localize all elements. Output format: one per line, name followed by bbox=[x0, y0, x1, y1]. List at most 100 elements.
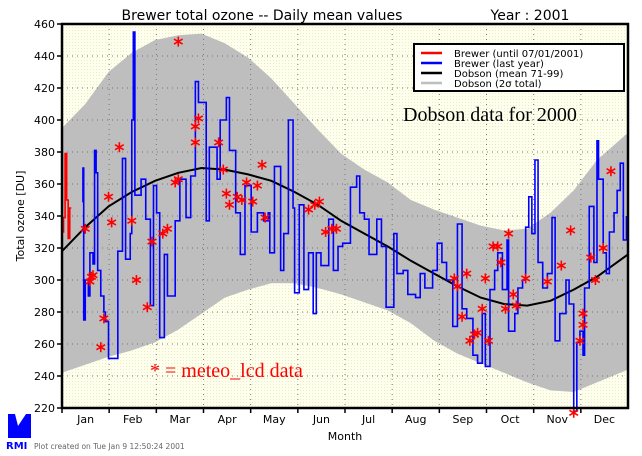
star-stroke bbox=[190, 139, 201, 146]
meteo-point bbox=[303, 204, 314, 215]
y-axis-label: Total ozone [DU] bbox=[14, 171, 27, 263]
meteo-point bbox=[542, 276, 553, 287]
chart-title: Brewer total ozone -- Daily mean values bbox=[122, 8, 403, 24]
star-stroke bbox=[190, 123, 201, 130]
rmi-logo-icon bbox=[8, 414, 31, 438]
meteo-point bbox=[158, 228, 168, 239]
star-stroke bbox=[606, 168, 616, 175]
meteo-point bbox=[477, 303, 487, 314]
star-stroke bbox=[106, 219, 117, 226]
meteo-point bbox=[520, 273, 531, 284]
star-stroke bbox=[472, 329, 483, 336]
star-stroke bbox=[162, 225, 173, 232]
year-label: Year : 2001 bbox=[490, 8, 570, 24]
meteo-point bbox=[503, 228, 514, 239]
meteo-point bbox=[500, 303, 511, 314]
star-stroke bbox=[503, 230, 514, 237]
meteo-point bbox=[452, 281, 463, 292]
star-stroke bbox=[103, 193, 114, 200]
star-stroke bbox=[461, 270, 472, 277]
meteo-point bbox=[114, 142, 125, 153]
star-stroke bbox=[575, 337, 585, 344]
meteo-point bbox=[578, 319, 588, 330]
meteo-point bbox=[457, 311, 467, 322]
star-stroke bbox=[147, 238, 157, 245]
star-stroke bbox=[480, 275, 491, 282]
month-label: Oct bbox=[501, 413, 521, 426]
meteo-point bbox=[508, 289, 518, 300]
star-stroke bbox=[477, 305, 487, 312]
legend-label: Brewer (until 07/01/2001) bbox=[454, 49, 583, 60]
y-tick-label: 380 bbox=[34, 146, 55, 159]
y-tick-label: 240 bbox=[34, 370, 55, 383]
meteo-point bbox=[578, 308, 588, 319]
meteo-point bbox=[88, 270, 98, 281]
star-stroke bbox=[511, 302, 522, 309]
star-stroke bbox=[241, 179, 252, 186]
star-stroke bbox=[131, 276, 142, 284]
dobson-annotation: Dobson data for 2000 bbox=[403, 104, 577, 126]
meteo-point bbox=[106, 217, 117, 228]
meteo-annotation: * = meteo_lcd data bbox=[150, 360, 303, 382]
month-label: May bbox=[263, 413, 286, 426]
brewer-last-year-line bbox=[82, 31, 628, 412]
meteo-point bbox=[449, 273, 460, 284]
star-stroke bbox=[303, 206, 314, 213]
star-stroke bbox=[96, 344, 106, 351]
star-stroke bbox=[99, 315, 109, 322]
star-stroke bbox=[457, 313, 467, 320]
band-area bbox=[62, 33, 628, 392]
meteo-point bbox=[218, 164, 229, 175]
meteo-point bbox=[213, 137, 224, 148]
star-stroke bbox=[556, 262, 567, 269]
legend-label: Brewer (last year) bbox=[454, 59, 544, 70]
meteo-point bbox=[190, 137, 201, 148]
y-tick-label: 420 bbox=[34, 82, 55, 95]
star-stroke bbox=[224, 201, 235, 208]
month-label: Jun bbox=[312, 413, 330, 426]
star-stroke bbox=[496, 259, 506, 266]
star-stroke bbox=[500, 305, 511, 312]
star-stroke bbox=[520, 275, 531, 282]
month-label: Aug bbox=[405, 413, 426, 426]
meteo-point bbox=[461, 268, 472, 279]
meteo-point bbox=[173, 36, 184, 47]
meteo-point bbox=[590, 275, 601, 285]
month-label: Apr bbox=[218, 413, 238, 426]
star-stroke bbox=[590, 276, 601, 284]
star-stroke bbox=[320, 228, 331, 236]
star-stroke bbox=[493, 243, 503, 250]
meteo-point bbox=[237, 195, 247, 205]
dobson-mean-line bbox=[61, 166, 629, 307]
star-stroke bbox=[310, 201, 320, 208]
meteo-point bbox=[221, 188, 232, 199]
y-tick-label: 460 bbox=[34, 18, 55, 31]
star-stroke bbox=[565, 227, 576, 234]
meteo-lcd-markers bbox=[80, 36, 616, 418]
rmi-logo: RMI bbox=[6, 414, 31, 452]
meteo-point bbox=[96, 342, 106, 353]
y-tick-label: 220 bbox=[34, 402, 55, 415]
star-stroke bbox=[465, 337, 475, 344]
meteo-point bbox=[80, 223, 90, 234]
star-stroke bbox=[85, 278, 95, 285]
legend-label: Dobson (mean 71-99) bbox=[454, 69, 564, 80]
star-stroke bbox=[88, 272, 98, 279]
dobson-2sigma-band bbox=[62, 33, 628, 392]
star-stroke bbox=[193, 115, 204, 122]
meteo-point bbox=[568, 407, 579, 418]
month-label: Jan bbox=[76, 413, 94, 426]
month-label: Sep bbox=[453, 413, 474, 426]
meteo-point bbox=[483, 335, 494, 346]
star-stroke bbox=[449, 275, 460, 282]
meteo-point bbox=[260, 212, 270, 223]
star-stroke bbox=[114, 144, 125, 151]
month-label: Nov bbox=[547, 413, 569, 426]
meteo-point bbox=[173, 174, 184, 185]
star-stroke bbox=[586, 254, 596, 261]
y-tick-label: 360 bbox=[34, 178, 55, 191]
meteo-point bbox=[241, 177, 252, 188]
y-tick-label: 320 bbox=[34, 242, 55, 255]
meteo-point bbox=[511, 300, 522, 311]
